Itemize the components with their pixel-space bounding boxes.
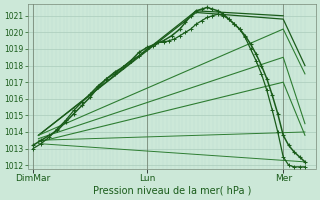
X-axis label: Pression niveau de la mer( hPa ): Pression niveau de la mer( hPa ) <box>92 186 251 196</box>
